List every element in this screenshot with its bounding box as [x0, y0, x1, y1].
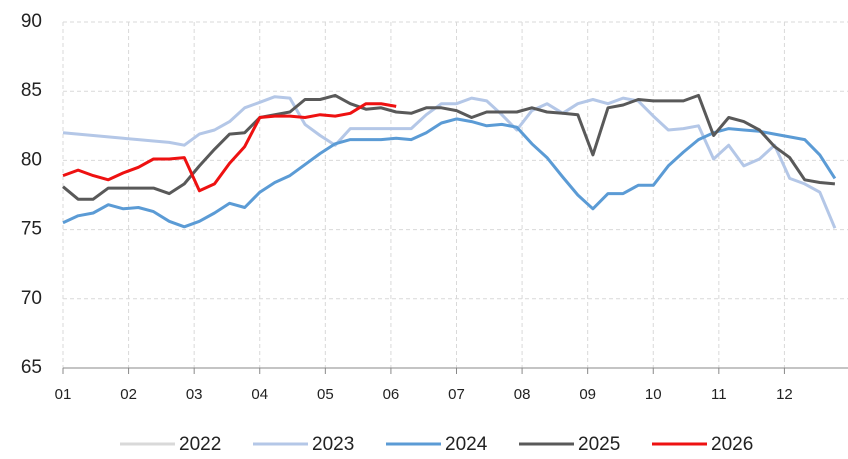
- legend-label: 2025: [578, 434, 620, 455]
- x-tick-label: 03: [186, 386, 203, 403]
- x-tick-label: 09: [579, 386, 596, 403]
- x-tick-label: 11: [711, 386, 727, 403]
- x-tick-label: 07: [448, 386, 465, 403]
- line-series: [62, 117, 837, 229]
- y-tick-label: 90: [21, 11, 42, 32]
- y-tick-label: 65: [21, 357, 42, 378]
- legend-label: 2023: [312, 434, 354, 455]
- x-tick-label: 04: [251, 386, 268, 403]
- legend-label: 2026: [711, 434, 753, 455]
- x-tick-label: 01: [55, 386, 72, 403]
- x-tick-label: 05: [317, 386, 334, 403]
- x-tick-label: 06: [383, 386, 400, 403]
- line-series: [62, 102, 397, 193]
- legend-label: 2022: [179, 434, 221, 455]
- x-tick-label: 12: [776, 386, 793, 403]
- x-tick-label: 08: [514, 386, 531, 403]
- x-tick-label: 10: [645, 386, 662, 403]
- x-tick-label: 02: [120, 386, 137, 403]
- legend-label: 2024: [445, 434, 488, 455]
- line-series: [62, 95, 837, 229]
- y-tick-label: 75: [21, 219, 42, 240]
- y-tick-label: 80: [21, 149, 42, 170]
- y-tick-label: 70: [21, 288, 42, 309]
- y-tick-label: 85: [21, 80, 42, 101]
